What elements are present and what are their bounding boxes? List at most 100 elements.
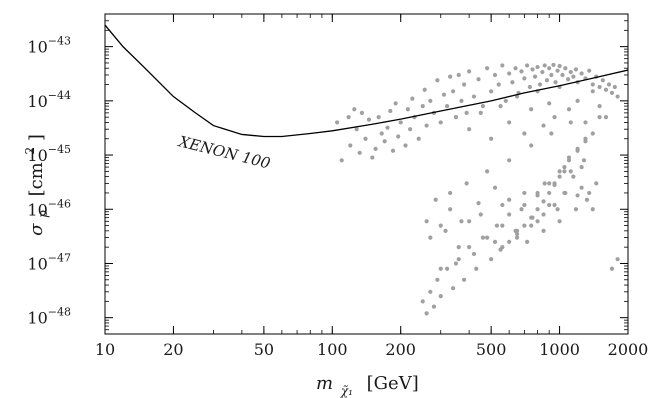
scatter-point — [606, 82, 612, 87]
scatter-point — [339, 158, 344, 163]
scatter-point — [525, 63, 530, 68]
y-tick-label: 10−45 — [27, 143, 71, 165]
scatter-point — [348, 143, 353, 148]
scatter-point — [438, 223, 443, 228]
scatter-point — [590, 89, 595, 94]
scatter-point — [467, 69, 472, 74]
scatter-point — [552, 202, 557, 208]
scatter-point — [366, 117, 372, 122]
scatter-point — [541, 228, 546, 233]
x-tick-label: 50 — [254, 340, 274, 359]
scatter-point — [498, 104, 503, 109]
scatter-point — [476, 77, 481, 82]
scatter-point — [507, 239, 512, 244]
scatter-point — [492, 239, 498, 244]
scatter-point — [474, 266, 479, 271]
scatter-point — [566, 107, 572, 112]
scatter-point — [590, 131, 595, 136]
scatter-point — [478, 110, 483, 115]
scatter-point — [522, 223, 527, 228]
y-axis-superscript: 2 — [23, 147, 37, 155]
scatter-point — [573, 207, 579, 212]
scatter-point — [443, 228, 448, 233]
scatter-point — [597, 84, 602, 90]
scatter-point — [530, 67, 535, 72]
scatter-point — [492, 185, 498, 190]
scatter-point — [464, 181, 469, 186]
scatter-point — [428, 289, 433, 294]
scatter-point — [579, 71, 584, 76]
scatter-point — [557, 174, 562, 179]
scatter-point — [379, 131, 384, 136]
scatter-point — [603, 87, 609, 92]
scatter-point — [587, 190, 592, 196]
scatter-point — [489, 89, 494, 94]
scatter-point — [373, 146, 378, 151]
scatter-point — [403, 143, 408, 148]
scatter-point — [507, 71, 512, 76]
scatter-point — [513, 228, 518, 233]
scatter-point — [529, 215, 534, 220]
scatter-point — [507, 158, 512, 163]
scatter-point — [557, 63, 562, 69]
scatter-point — [424, 219, 429, 224]
scatter-point — [453, 115, 459, 120]
scatter-point — [612, 84, 617, 90]
scatter-point — [448, 207, 453, 212]
scatter-point — [552, 182, 557, 188]
scatter-point — [514, 235, 520, 240]
scatter-point — [428, 98, 433, 103]
scatter-point — [398, 120, 403, 125]
scatter-point — [600, 78, 605, 83]
scatter-point — [393, 101, 398, 106]
scatter-point — [485, 169, 490, 174]
scatter-point — [467, 219, 472, 224]
scatter-point — [609, 266, 615, 271]
scatter-point — [376, 115, 381, 120]
scatter-point — [471, 94, 477, 99]
scatter-point — [529, 107, 534, 112]
plot-area — [105, 24, 628, 316]
scatter-point — [597, 104, 602, 109]
scatter-point — [424, 123, 429, 128]
scatter-point — [547, 190, 552, 196]
x-tick-label: 200 — [385, 340, 416, 359]
scatter-point — [568, 69, 573, 75]
scatter-point — [584, 197, 590, 202]
scatter-point — [448, 190, 453, 196]
x-tick-label: 2000 — [608, 340, 649, 359]
scatter-point — [385, 125, 390, 130]
scatter-point — [500, 223, 505, 228]
scatter-point — [405, 107, 410, 112]
scatter-point — [471, 251, 477, 257]
scatter-point — [388, 108, 393, 114]
x-axis-unit: [GeV] — [367, 373, 419, 394]
y-tick-label: 10−48 — [27, 306, 71, 328]
curve-label: XENON 100 — [176, 132, 273, 172]
scatter-point — [441, 92, 447, 97]
scatter-point — [542, 181, 547, 186]
scatter-point — [370, 155, 375, 160]
scatter-point — [568, 120, 573, 125]
scatter-point — [461, 277, 467, 282]
x-tick-label: 20 — [163, 340, 183, 359]
scatter-point — [428, 235, 433, 240]
scatter-point — [541, 212, 546, 217]
scatter-point — [615, 94, 620, 99]
scatter-point — [535, 193, 540, 198]
y-axis-unit-close: ] — [26, 134, 47, 141]
y-tick-label: 10−46 — [27, 197, 71, 219]
scatter-point — [500, 202, 505, 208]
scatter-point — [453, 261, 459, 266]
scatter-point — [438, 266, 443, 271]
scatter-point — [476, 200, 481, 206]
scatter-point — [492, 72, 498, 78]
scatter-point — [579, 185, 584, 190]
scatter-point — [357, 150, 362, 155]
scatter-point — [571, 174, 576, 179]
scatter-point — [541, 199, 546, 204]
scatter-point — [522, 202, 527, 208]
scatter-point — [535, 219, 540, 224]
scatter-point — [603, 115, 609, 120]
